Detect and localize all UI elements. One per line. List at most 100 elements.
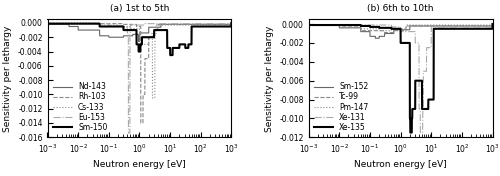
Line: Pm-147: Pm-147 <box>308 24 492 31</box>
Cs-133 <box>150 97 156 99</box>
Xe-135 <box>306 24 312 26</box>
Eu-153 <box>144 23 150 25</box>
Line: Tc-99: Tc-99 <box>308 24 492 33</box>
Y-axis label: Sensitivity per lethargy: Sensitivity per lethargy <box>4 25 13 131</box>
Sm-152 <box>350 27 356 29</box>
Eu-153 <box>115 25 121 27</box>
Pm-147 <box>406 24 411 26</box>
Sm-152 <box>416 25 422 27</box>
Rh-103 <box>144 58 150 60</box>
Eu-153 <box>44 23 51 25</box>
Pm-147 <box>490 23 496 25</box>
Line: Nd-143: Nd-143 <box>48 23 232 42</box>
Cs-133 <box>57 22 63 24</box>
Nd-143 <box>44 23 51 25</box>
Nd-143 <box>115 36 121 38</box>
Xe-131 <box>442 26 448 28</box>
Nd-143 <box>181 23 187 25</box>
Line: Cs-133: Cs-133 <box>48 23 232 98</box>
Title: (b) 6th to 10th: (b) 6th to 10th <box>368 4 434 13</box>
Title: (a) 1st to 5th: (a) 1st to 5th <box>110 4 169 13</box>
Xe-131 <box>318 24 324 26</box>
Sm-152 <box>406 29 411 31</box>
Rh-103 <box>138 122 143 124</box>
Tc-99 <box>376 30 382 32</box>
Tc-99 <box>350 26 356 28</box>
Rh-103 <box>228 22 234 24</box>
Xe-135 <box>406 42 411 44</box>
Sm-150 <box>181 43 187 45</box>
Sm-150 <box>57 23 63 25</box>
Xe-131 <box>306 24 312 26</box>
Sm-152 <box>442 25 448 27</box>
Eu-153 <box>228 22 234 24</box>
Nd-143 <box>136 40 141 43</box>
Xe-131 <box>416 108 422 110</box>
Line: Rh-103: Rh-103 <box>48 23 232 123</box>
Sm-150 <box>44 23 51 25</box>
Pm-147 <box>350 24 356 26</box>
Cs-133 <box>144 43 150 45</box>
Line: Sm-152: Sm-152 <box>308 24 492 38</box>
Rh-103 <box>44 23 51 25</box>
Line: Xe-135: Xe-135 <box>308 24 492 133</box>
Tc-99 <box>490 23 496 25</box>
Xe-135 <box>407 131 413 134</box>
Xe-131 <box>417 131 423 134</box>
Sm-150 <box>167 54 173 56</box>
Pm-147 <box>416 24 422 26</box>
Cs-133 <box>155 24 161 26</box>
Eu-153 <box>126 132 132 134</box>
Sm-152 <box>490 23 496 25</box>
Xe-135 <box>350 24 356 26</box>
Cs-133 <box>228 22 234 24</box>
Sm-150 <box>228 22 234 24</box>
Sm-150 <box>88 23 94 25</box>
Eu-153 <box>88 23 94 25</box>
Tc-99 <box>318 24 324 26</box>
Rh-103 <box>88 23 94 25</box>
Tc-99 <box>442 25 448 27</box>
Tc-99 <box>406 25 411 27</box>
Pm-147 <box>306 24 312 26</box>
Tc-99 <box>306 24 312 26</box>
Sm-152 <box>372 37 378 39</box>
Xe-135 <box>318 24 324 26</box>
Nd-143 <box>57 23 63 25</box>
Xe-135 <box>376 26 382 28</box>
Legend: Sm-152, Tc-99, Pm-147, Xe-131, Xe-135: Sm-152, Tc-99, Pm-147, Xe-131, Xe-135 <box>312 81 370 133</box>
Nd-143 <box>228 22 234 24</box>
Sm-150 <box>115 26 121 28</box>
X-axis label: Neutron energy [eV]: Neutron energy [eV] <box>354 160 447 169</box>
Tc-99 <box>382 32 388 34</box>
Xe-135 <box>490 23 496 25</box>
Sm-150 <box>144 36 150 38</box>
Rh-103 <box>57 23 63 25</box>
Rh-103 <box>181 23 187 25</box>
Line: Sm-150: Sm-150 <box>48 23 232 55</box>
Line: Xe-131: Xe-131 <box>308 24 492 133</box>
Pm-147 <box>376 28 382 30</box>
Sm-152 <box>306 24 312 26</box>
Xe-131 <box>376 24 382 26</box>
Xe-131 <box>490 23 496 25</box>
Sm-152 <box>318 24 324 26</box>
Rh-103 <box>155 23 161 25</box>
Sm-150 <box>155 29 161 31</box>
Line: Eu-153: Eu-153 <box>48 23 232 133</box>
Y-axis label: Sensitivity per lethargy: Sensitivity per lethargy <box>264 25 274 131</box>
Pm-147 <box>318 24 324 26</box>
Xe-135 <box>416 80 422 82</box>
Cs-133 <box>115 24 121 26</box>
Nd-143 <box>144 32 150 34</box>
Rh-103 <box>115 23 121 25</box>
Nd-143 <box>155 26 161 28</box>
Eu-153 <box>181 23 187 25</box>
Tc-99 <box>416 25 422 27</box>
Cs-133 <box>44 22 51 24</box>
Xe-131 <box>350 24 356 26</box>
Eu-153 <box>155 23 161 25</box>
Xe-135 <box>442 28 448 30</box>
Sm-152 <box>376 37 382 39</box>
Pm-147 <box>442 24 448 26</box>
